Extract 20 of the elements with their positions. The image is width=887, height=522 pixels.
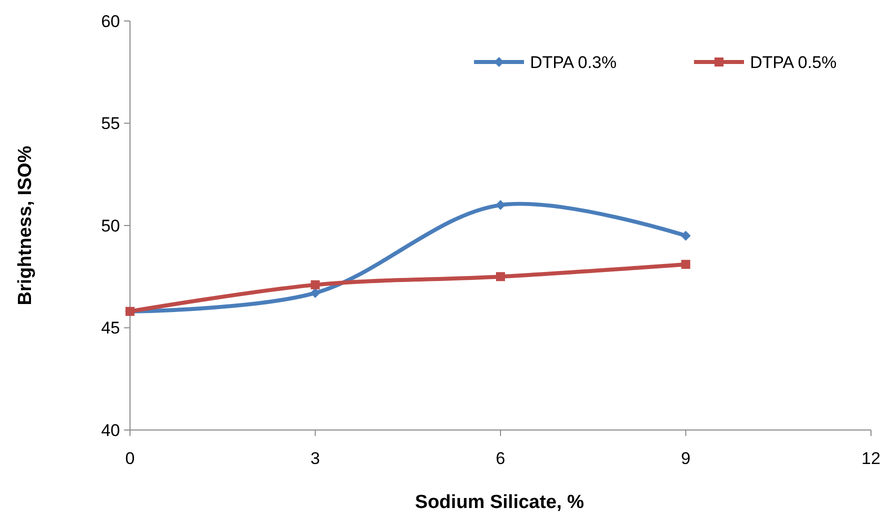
x-tick-label: 12 (862, 449, 880, 468)
point (681, 260, 690, 269)
legend-label: DTPA 0.3% (530, 52, 617, 72)
point (310, 280, 320, 290)
legend-label: DTPA 0.5% (750, 52, 837, 72)
point (496, 200, 506, 210)
y-tick-label: 40 (101, 420, 120, 440)
y-tick-label: 45 (101, 318, 120, 338)
x-tick-label: 0 (125, 449, 135, 468)
point (680, 230, 691, 241)
x-tick-label: 9 (681, 449, 690, 468)
x-tick-label: 3 (310, 449, 320, 468)
y-tick-label: 50 (101, 216, 120, 236)
y-tick-label: 60 (101, 12, 120, 31)
x-axis-title: Sodium Silicate, % (415, 492, 584, 513)
point (310, 288, 320, 298)
y-tick-label: 55 (101, 114, 120, 134)
point (496, 272, 505, 282)
x-tick-label: 6 (496, 449, 506, 468)
y-axis-title: Brightness, ISO% (15, 146, 36, 306)
